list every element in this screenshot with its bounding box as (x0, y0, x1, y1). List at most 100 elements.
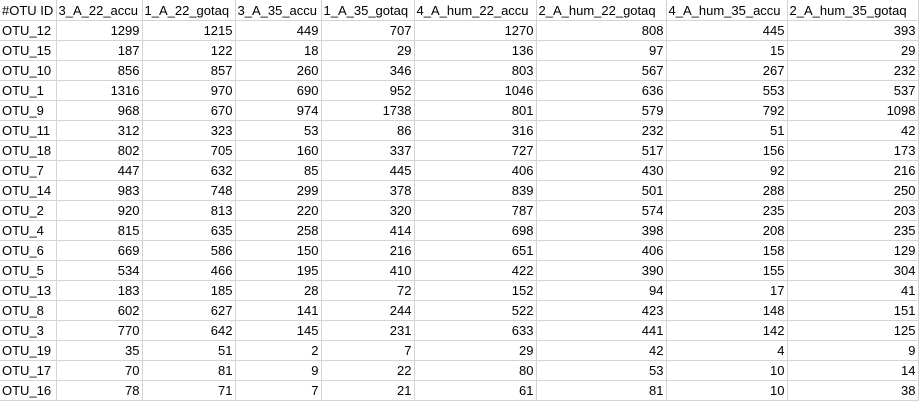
header-cell-3-a-22-accu[interactable]: 3_A_22_accu (56, 0, 143, 21)
count-cell[interactable]: 72 (321, 280, 415, 301)
header-cell-2-a-hum-22-gotaq[interactable]: 2_A_hum_22_gotaq (536, 0, 667, 21)
count-cell[interactable]: 160 (235, 140, 322, 161)
count-cell[interactable]: 1215 (142, 20, 236, 41)
count-cell[interactable]: 636 (536, 80, 667, 101)
count-cell[interactable]: 29 (787, 40, 919, 61)
count-cell[interactable]: 41 (787, 280, 919, 301)
count-cell[interactable]: 447 (56, 160, 143, 181)
header-cell-1-a-35-gotaq[interactable]: 1_A_35_gotaq (321, 0, 415, 21)
count-cell[interactable]: 185 (142, 280, 236, 301)
count-cell[interactable]: 29 (414, 340, 537, 361)
count-cell[interactable]: 707 (321, 20, 415, 41)
otu-id-cell[interactable]: OTU_15 (0, 40, 57, 61)
header-cell-4-a-hum-35-accu[interactable]: 4_A_hum_35_accu (666, 0, 788, 21)
count-cell[interactable]: 787 (414, 200, 537, 221)
count-cell[interactable]: 410 (321, 260, 415, 281)
count-cell[interactable]: 53 (536, 360, 667, 381)
count-cell[interactable]: 141 (235, 300, 322, 321)
count-cell[interactable]: 21 (321, 380, 415, 401)
count-cell[interactable]: 627 (142, 300, 236, 321)
count-cell[interactable]: 553 (666, 80, 788, 101)
count-cell[interactable]: 231 (321, 320, 415, 341)
count-cell[interactable]: 983 (56, 180, 143, 201)
otu-id-cell[interactable]: OTU_10 (0, 60, 57, 81)
count-cell[interactable]: 406 (536, 240, 667, 261)
count-cell[interactable]: 856 (56, 60, 143, 81)
count-cell[interactable]: 9 (787, 340, 919, 361)
count-cell[interactable]: 2 (235, 340, 322, 361)
count-cell[interactable]: 517 (536, 140, 667, 161)
count-cell[interactable]: 312 (56, 120, 143, 141)
count-cell[interactable]: 22 (321, 360, 415, 381)
count-cell[interactable]: 449 (235, 20, 322, 41)
count-cell[interactable]: 81 (536, 380, 667, 401)
count-cell[interactable]: 803 (414, 60, 537, 81)
count-cell[interactable]: 148 (666, 300, 788, 321)
count-cell[interactable]: 85 (235, 160, 322, 181)
count-cell[interactable]: 51 (666, 120, 788, 141)
count-cell[interactable]: 815 (56, 220, 143, 241)
count-cell[interactable]: 29 (321, 40, 415, 61)
count-cell[interactable]: 94 (536, 280, 667, 301)
count-cell[interactable]: 632 (142, 160, 236, 181)
count-cell[interactable]: 920 (56, 200, 143, 221)
header-cell-3-a-35-accu[interactable]: 3_A_35_accu (235, 0, 322, 21)
count-cell[interactable]: 81 (142, 360, 236, 381)
count-cell[interactable]: 337 (321, 140, 415, 161)
count-cell[interactable]: 4 (666, 340, 788, 361)
count-cell[interactable]: 299 (235, 180, 322, 201)
count-cell[interactable]: 15 (666, 40, 788, 61)
count-cell[interactable]: 7 (321, 340, 415, 361)
count-cell[interactable]: 187 (56, 40, 143, 61)
count-cell[interactable]: 651 (414, 240, 537, 261)
count-cell[interactable]: 14 (787, 360, 919, 381)
count-cell[interactable]: 203 (787, 200, 919, 221)
count-cell[interactable]: 183 (56, 280, 143, 301)
count-cell[interactable]: 320 (321, 200, 415, 221)
count-cell[interactable]: 802 (56, 140, 143, 161)
count-cell[interactable]: 97 (536, 40, 667, 61)
count-cell[interactable]: 602 (56, 300, 143, 321)
count-cell[interactable]: 235 (787, 220, 919, 241)
count-cell[interactable]: 125 (787, 320, 919, 341)
count-cell[interactable]: 974 (235, 100, 322, 121)
count-cell[interactable]: 28 (235, 280, 322, 301)
count-cell[interactable]: 642 (142, 320, 236, 341)
otu-id-cell[interactable]: OTU_3 (0, 320, 57, 341)
count-cell[interactable]: 9 (235, 360, 322, 381)
count-cell[interactable]: 142 (666, 320, 788, 341)
header-cell-otu-id[interactable]: #OTU ID (0, 0, 57, 21)
count-cell[interactable]: 71 (142, 380, 236, 401)
count-cell[interactable]: 35 (56, 340, 143, 361)
count-cell[interactable]: 78 (56, 380, 143, 401)
count-cell[interactable]: 216 (787, 160, 919, 181)
count-cell[interactable]: 80 (414, 360, 537, 381)
count-cell[interactable]: 323 (142, 120, 236, 141)
count-cell[interactable]: 839 (414, 180, 537, 201)
otu-id-cell[interactable]: OTU_1 (0, 80, 57, 101)
count-cell[interactable]: 208 (666, 220, 788, 241)
count-cell[interactable]: 968 (56, 100, 143, 121)
count-cell[interactable]: 129 (787, 240, 919, 261)
otu-id-cell[interactable]: OTU_17 (0, 360, 57, 381)
count-cell[interactable]: 7 (235, 380, 322, 401)
count-cell[interactable]: 537 (787, 80, 919, 101)
header-cell-1-a-22-gotaq[interactable]: 1_A_22_gotaq (142, 0, 236, 21)
count-cell[interactable]: 1316 (56, 80, 143, 101)
count-cell[interactable]: 698 (414, 220, 537, 241)
otu-id-cell[interactable]: OTU_14 (0, 180, 57, 201)
count-cell[interactable]: 260 (235, 60, 322, 81)
count-cell[interactable]: 669 (56, 240, 143, 261)
count-cell[interactable]: 635 (142, 220, 236, 241)
count-cell[interactable]: 567 (536, 60, 667, 81)
count-cell[interactable]: 970 (142, 80, 236, 101)
count-cell[interactable]: 220 (235, 200, 322, 221)
count-cell[interactable]: 17 (666, 280, 788, 301)
otu-id-cell[interactable]: OTU_12 (0, 20, 57, 41)
count-cell[interactable]: 534 (56, 260, 143, 281)
count-cell[interactable]: 258 (235, 220, 322, 241)
count-cell[interactable]: 390 (536, 260, 667, 281)
count-cell[interactable]: 430 (536, 160, 667, 181)
otu-id-cell[interactable]: OTU_16 (0, 380, 57, 401)
count-cell[interactable]: 501 (536, 180, 667, 201)
